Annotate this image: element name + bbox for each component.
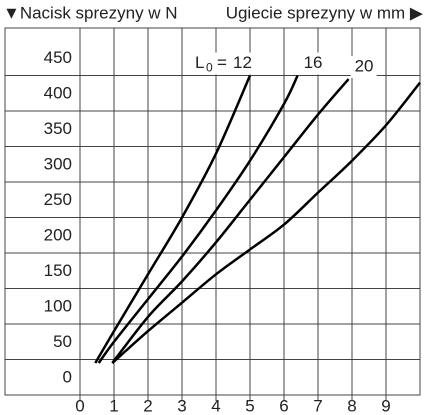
y-tick-label: 200: [44, 225, 72, 244]
y-tick-label: 400: [44, 83, 72, 102]
y-tick-label: 300: [44, 154, 72, 173]
x-tick-label: 2: [143, 396, 152, 415]
x-tick-label: 5: [245, 396, 254, 415]
y-tick-label: 100: [44, 296, 72, 315]
x-tick-label: 9: [381, 396, 390, 415]
x-tick-label: 0: [75, 396, 84, 415]
curve-label-bg: [422, 59, 426, 82]
y-tick-label: 250: [44, 190, 72, 209]
y-tick-label: 0: [63, 367, 72, 386]
legend-label: 12: [233, 53, 252, 72]
curve-label-prefix: L: [195, 53, 204, 72]
y-tick-label: 150: [44, 261, 72, 280]
curve-label-bg: [299, 52, 326, 75]
curve-label: L 0 = 12: [191, 52, 271, 75]
curve-label-bg: [350, 56, 377, 79]
x-tick-label: 6: [279, 396, 288, 415]
y-tick-label: 50: [53, 332, 72, 351]
curve: [97, 74, 299, 364]
x-tick-label: 3: [177, 396, 186, 415]
y-tick-label: 450: [44, 48, 72, 67]
x-tick-label: 7: [313, 396, 322, 415]
curve-label: 25: [422, 59, 426, 82]
y-tick-label: 350: [44, 119, 72, 138]
curve-label: 16: [299, 52, 326, 75]
curve-label-bg: [191, 52, 271, 75]
curve-label-subscript: 0: [206, 61, 213, 75]
x-tick-label: 8: [347, 396, 356, 415]
curve: [94, 75, 252, 364]
legend-label: 20: [355, 57, 374, 76]
x-axis-label: Ugiecie sprezyny w mm ▶: [226, 3, 424, 22]
curve: [111, 78, 350, 364]
y-axis-label: ▼Nacisk sprezyny w N: [3, 3, 178, 22]
curve-label: 20: [350, 56, 377, 79]
curve-label-equals: =: [217, 53, 227, 72]
curve: [111, 81, 421, 364]
x-tick-label: 1: [109, 396, 118, 415]
x-tick-label: 4: [211, 396, 220, 415]
legend-label: 16: [304, 53, 323, 72]
